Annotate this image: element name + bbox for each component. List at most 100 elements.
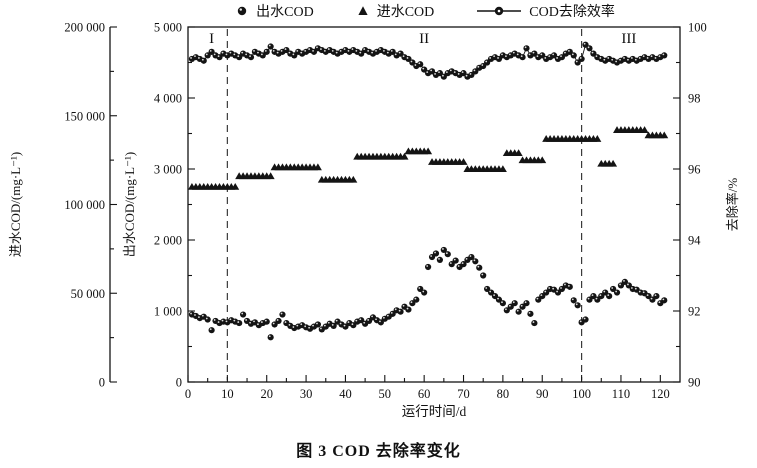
marker-highlight [599, 294, 602, 296]
data-point-circle [405, 306, 412, 313]
marker-highlight [497, 57, 499, 59]
tick-label: 100 [572, 387, 591, 401]
tick-label: 100 000 [64, 198, 105, 212]
marker-highlight [386, 314, 389, 317]
marker-highlight [619, 283, 621, 286]
marker-highlight [560, 287, 562, 289]
series-出水COD [188, 246, 668, 341]
data-point-triangle [266, 172, 275, 180]
tick-label: 92 [688, 305, 701, 319]
marker-highlight [607, 57, 610, 59]
tick-label: 0 [185, 387, 191, 401]
marker-highlight [316, 322, 318, 325]
marker-highlight [194, 314, 196, 316]
marker-highlight [575, 303, 578, 306]
marker-highlight [587, 297, 590, 300]
marker-highlight [280, 312, 283, 315]
tick-label: 70 [457, 387, 470, 401]
marker-highlight [194, 55, 196, 58]
marker-highlight [524, 301, 527, 304]
marker-highlight [540, 53, 543, 56]
data-point-circle [515, 308, 522, 315]
marker-highlight [457, 265, 460, 267]
marker-highlight [410, 60, 413, 63]
sphere-circle-icon [237, 6, 247, 16]
marker-highlight [438, 71, 440, 74]
data-point-circle [653, 292, 660, 300]
marker-highlight [217, 55, 220, 58]
marker-highlight [489, 57, 492, 59]
marker-highlight [442, 74, 444, 77]
tick-label: 3 000 [154, 163, 182, 177]
marker-highlight [394, 308, 397, 311]
marker-highlight [355, 49, 358, 52]
data-point-circle [499, 300, 506, 307]
data-point-circle [236, 319, 243, 327]
marker-highlight [493, 294, 496, 296]
marker-highlight [453, 258, 456, 261]
tick-label: 80 [497, 387, 510, 401]
marker-highlight [406, 57, 409, 59]
marker-highlight [634, 58, 637, 61]
marker-highlight [516, 53, 519, 56]
marker-highlight [548, 287, 551, 289]
marker-highlight [430, 255, 433, 257]
marker-highlight [241, 312, 244, 315]
marker-highlight [272, 49, 275, 52]
marker-highlight [375, 318, 377, 321]
marker-highlight [304, 325, 307, 328]
marker-highlight [383, 49, 385, 52]
marker-highlight [493, 55, 496, 58]
marker-highlight [650, 297, 653, 300]
marker-highlight [501, 53, 503, 56]
marker-highlight [213, 53, 216, 56]
tick-label: 96 [688, 163, 701, 177]
legend-item-effluent-cod: 出水COD [235, 1, 314, 21]
marker-highlight [414, 64, 417, 66]
marker-highlight [402, 55, 405, 58]
marker-highlight [489, 290, 492, 293]
marker-highlight [339, 49, 342, 52]
marker-highlight [418, 287, 421, 289]
marker-highlight [544, 290, 547, 293]
marker-highlight [343, 48, 346, 50]
marker-highlight [536, 297, 539, 300]
data-point-circle [263, 48, 270, 55]
marker-highlight [383, 316, 385, 319]
marker-highlight [335, 319, 338, 322]
tick-label: 200 000 [64, 21, 105, 35]
data-point-triangle [498, 165, 507, 172]
marker-highlight [284, 48, 287, 50]
marker-highlight [280, 49, 283, 52]
marker-highlight [445, 252, 448, 255]
marker-highlight [571, 53, 574, 56]
marker-highlight [276, 319, 279, 321]
phase-dividers: I II III [209, 29, 636, 380]
marker-highlight [237, 321, 240, 323]
data-point-circle [613, 289, 621, 296]
tick-label: 90 [688, 376, 701, 390]
marker-highlight [213, 319, 216, 321]
x-axis: 0 10 20 30 40 50 60 70 80 90 100 110 120 运行时间/d [185, 375, 670, 419]
marker-highlight [375, 49, 377, 52]
marker-highlight [398, 309, 401, 312]
marker-highlight [426, 71, 429, 74]
marker-highlight [512, 301, 515, 304]
marker-highlight [481, 64, 484, 66]
data-point-circle [511, 300, 518, 307]
marker-highlight [587, 46, 590, 49]
data-point-triangle [424, 147, 433, 155]
phase-label-I: I [209, 31, 214, 47]
marker-highlight [198, 57, 200, 59]
marker-highlight [571, 298, 574, 301]
marker-highlight [552, 53, 555, 56]
marker-highlight [548, 55, 551, 58]
data-point-circle [436, 256, 444, 263]
marker-highlight [497, 297, 499, 300]
marker-highlight [422, 290, 425, 293]
marker-highlight [296, 49, 299, 52]
marker-highlight [402, 304, 405, 307]
marker-highlight [532, 321, 535, 323]
marker-highlight [615, 60, 618, 63]
marker-highlight [642, 55, 645, 58]
